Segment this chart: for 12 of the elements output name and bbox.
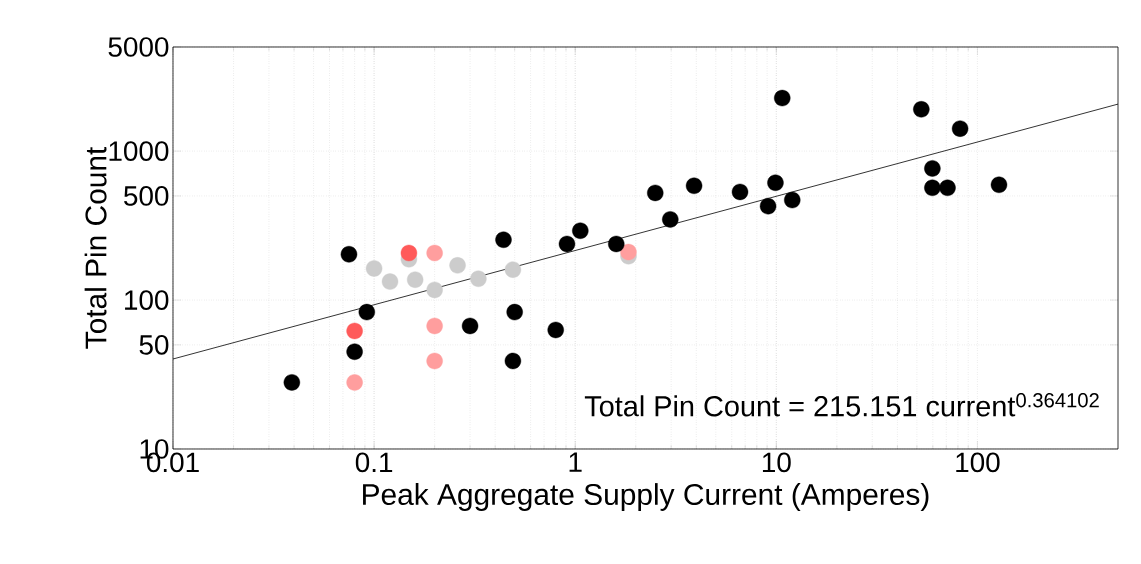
y-tick-label: 100 bbox=[125, 290, 169, 310]
x-tick-label: 100 bbox=[956, 452, 1000, 473]
x-tick-label: 0.1 bbox=[355, 452, 393, 473]
y-tick-label: 500 bbox=[124, 186, 169, 206]
y-axis-title: Total Pin Count bbox=[84, 146, 107, 349]
y-tick-label: 5000 bbox=[108, 37, 169, 57]
x-tick-label: 1 bbox=[569, 452, 582, 472]
y-tick-label: 50 bbox=[139, 335, 169, 355]
x-tick-label: 10 bbox=[762, 452, 791, 473]
x-axis-title: Peak Aggregate Supply Current (Amperes) bbox=[363, 483, 929, 511]
annotation: Total Pin Count = 215.151 current$^{0.364102}$ bbox=[584, 393, 1099, 417]
y-tick-label: 1000 bbox=[109, 141, 169, 161]
